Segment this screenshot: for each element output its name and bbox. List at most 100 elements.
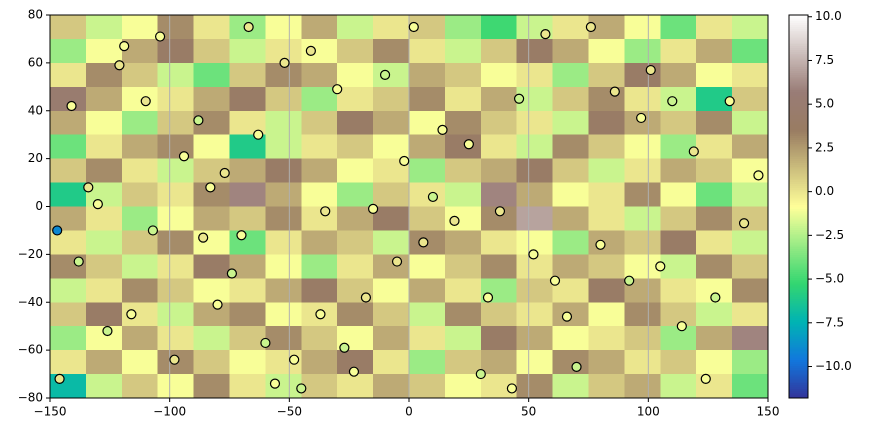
heatmap-cell — [480, 86, 518, 112]
scatter-point — [738, 218, 750, 229]
heatmap-cell — [373, 134, 410, 160]
heatmap-cell — [732, 302, 769, 327]
heatmap-cell — [193, 38, 230, 64]
scatter-point — [154, 31, 166, 42]
heatmap-cell — [732, 15, 769, 40]
scatter-point — [506, 383, 518, 394]
scatter-point — [391, 256, 403, 267]
colorbar-segment — [789, 177, 808, 181]
colorbar-segment — [789, 80, 808, 83]
heatmap-cell — [157, 326, 195, 351]
scatter-point — [418, 237, 429, 248]
heatmap-cell — [516, 278, 554, 303]
heatmap-cell — [265, 206, 302, 231]
colorbar-segment — [789, 216, 808, 219]
heatmap-cell — [732, 278, 769, 303]
colorbar-segment — [789, 357, 808, 361]
scatter-point — [636, 112, 647, 124]
heatmap-cell — [516, 62, 554, 88]
heatmap-cell — [480, 38, 518, 64]
colorbar-segment — [789, 338, 808, 342]
colorbar-segment — [789, 304, 808, 307]
heatmap-cell — [193, 254, 230, 279]
colorbar-segment — [789, 359, 808, 363]
heatmap-cell — [588, 38, 625, 64]
y-tick-label: 80 — [28, 8, 43, 22]
colorbar-segment — [789, 78, 808, 81]
colorbar-segment — [789, 254, 808, 257]
colorbar-segment — [789, 298, 808, 301]
heatmap-cell — [552, 15, 589, 40]
heatmap-cell — [552, 38, 589, 64]
colorbar-segment — [789, 394, 808, 397]
colorbar-segment — [789, 325, 808, 328]
colorbar-segment — [789, 168, 808, 171]
scatter-point — [753, 170, 764, 181]
scatter-point — [549, 275, 561, 286]
heatmap-cell — [85, 38, 123, 64]
colorbar-segment — [789, 145, 808, 148]
heatmap-cell — [444, 86, 482, 112]
heatmap-cell — [85, 374, 123, 399]
heatmap-cell — [301, 374, 338, 399]
heatmap-cell — [480, 110, 518, 136]
heatmap-cell — [85, 206, 123, 231]
colorbar-segment — [789, 139, 808, 142]
scatter-point — [609, 86, 620, 97]
colorbar-tick-label: −7.5 — [815, 315, 844, 329]
heatmap-cell — [409, 38, 446, 64]
heatmap-cell — [552, 326, 589, 351]
colorbar-segment — [789, 225, 808, 229]
heatmap-cell — [552, 134, 589, 160]
heatmap-cell — [660, 350, 697, 375]
heatmap-cell — [696, 158, 733, 184]
x-tick-label: 0 — [405, 405, 413, 419]
colorbar-segment — [789, 150, 808, 154]
colorbar-segment — [789, 154, 808, 158]
heatmap-cell — [337, 134, 374, 160]
heatmap-cell — [732, 206, 769, 231]
heatmap-cell — [444, 278, 482, 303]
heatmap-cell — [157, 158, 195, 184]
heatmap-cell — [444, 158, 482, 184]
colorbar-segment — [789, 160, 808, 163]
heatmap-cell — [444, 302, 482, 327]
heatmap-cell — [85, 110, 123, 136]
heatmap-cell — [660, 206, 697, 231]
colorbar-segment — [789, 306, 808, 309]
colorbar-segment — [789, 315, 808, 319]
scatter-point — [408, 21, 419, 33]
colorbar-segment — [789, 294, 808, 298]
colorbar-segment — [789, 283, 808, 286]
heatmap-cell — [337, 38, 374, 64]
heatmap-cell — [265, 182, 302, 207]
colorbar-segment — [789, 193, 808, 196]
heatmap-cell — [50, 326, 87, 351]
colorbar-segment — [789, 170, 808, 173]
scatter-point — [332, 84, 343, 95]
colorbar-segment — [789, 235, 808, 238]
colorbar-segment — [789, 189, 808, 192]
heatmap-cell — [229, 326, 266, 351]
heatmap-cell — [229, 86, 266, 112]
heatmap-cell — [85, 134, 123, 160]
colorbar-segment — [789, 91, 808, 95]
heatmap-cell — [121, 62, 159, 88]
heatmap-cell — [588, 350, 625, 375]
heatmap-cell — [696, 326, 733, 351]
heatmap-cell — [157, 86, 195, 112]
colorbar-segment — [789, 317, 808, 320]
colorbar-segment — [789, 250, 808, 253]
heatmap-cell — [409, 86, 446, 112]
heatmap-cell — [660, 326, 697, 351]
colorbar-segment — [789, 248, 808, 252]
heatmap-cell — [121, 254, 159, 279]
scatter-point — [482, 292, 494, 303]
heatmap-cell — [373, 86, 410, 112]
heatmap-cell — [85, 278, 123, 303]
heatmap-cell — [157, 38, 195, 64]
colorbar-segment — [789, 49, 808, 52]
colorbar-segment — [789, 302, 808, 305]
scatter-point — [427, 191, 439, 203]
scatter-point — [126, 309, 137, 320]
